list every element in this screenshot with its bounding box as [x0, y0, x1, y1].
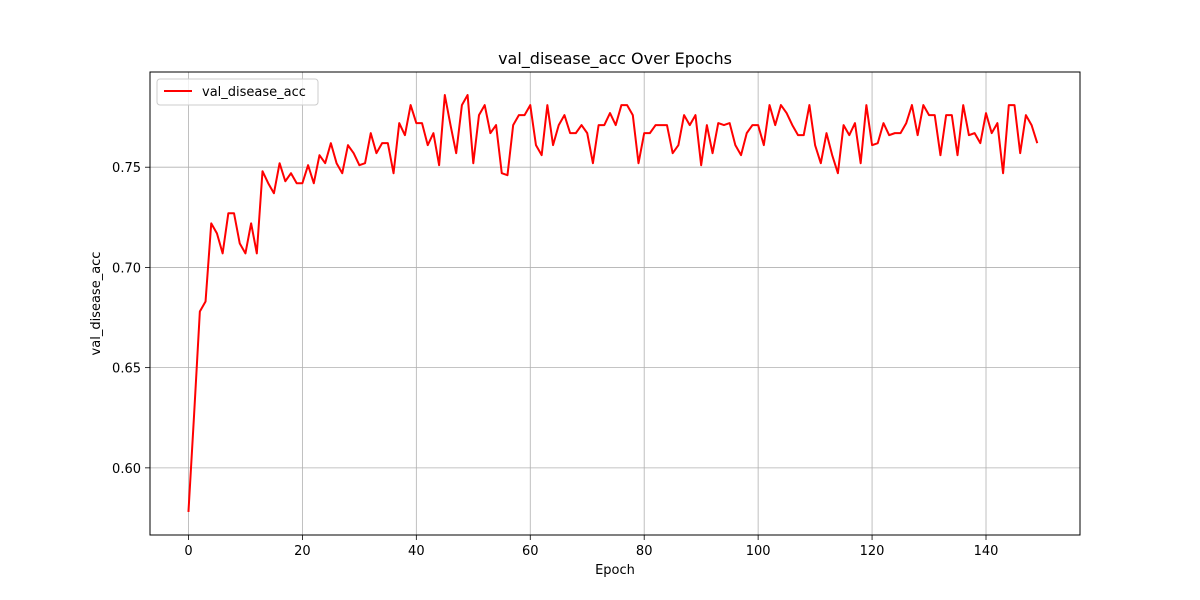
x-tick-label: 100 — [746, 544, 771, 559]
x-tick-label: 20 — [294, 544, 311, 559]
chart-title: val_disease_acc Over Epochs — [498, 49, 732, 69]
series-line-0 — [187, 94, 1039, 513]
series-layer — [187, 94, 1039, 513]
y-tick-label: 0.75 — [112, 161, 141, 176]
x-axis-title: Epoch — [595, 563, 635, 578]
grid — [150, 72, 1080, 535]
x-tick-label: 0 — [184, 544, 192, 559]
y-axis-title: val_disease_acc — [89, 252, 104, 356]
y-tick-label: 0.65 — [112, 362, 141, 377]
x-tick-label: 140 — [974, 544, 999, 559]
legend-label: val_disease_acc — [202, 85, 306, 100]
legend-box — [156, 78, 319, 106]
plot-frame — [149, 71, 1081, 536]
x-tick-label: 60 — [522, 544, 539, 559]
x-tick-label: 40 — [408, 544, 425, 559]
y-tick-label: 0.60 — [112, 462, 141, 477]
y-tick-label: 0.70 — [112, 261, 141, 276]
x-tick-label: 80 — [636, 544, 653, 559]
x-tick-label: 120 — [860, 544, 885, 559]
legend: val_disease_acc — [156, 78, 319, 106]
ticks: 0 20 40 60 80 100 120 140 0.60 0.65 0.70 0.75 — [112, 161, 998, 559]
